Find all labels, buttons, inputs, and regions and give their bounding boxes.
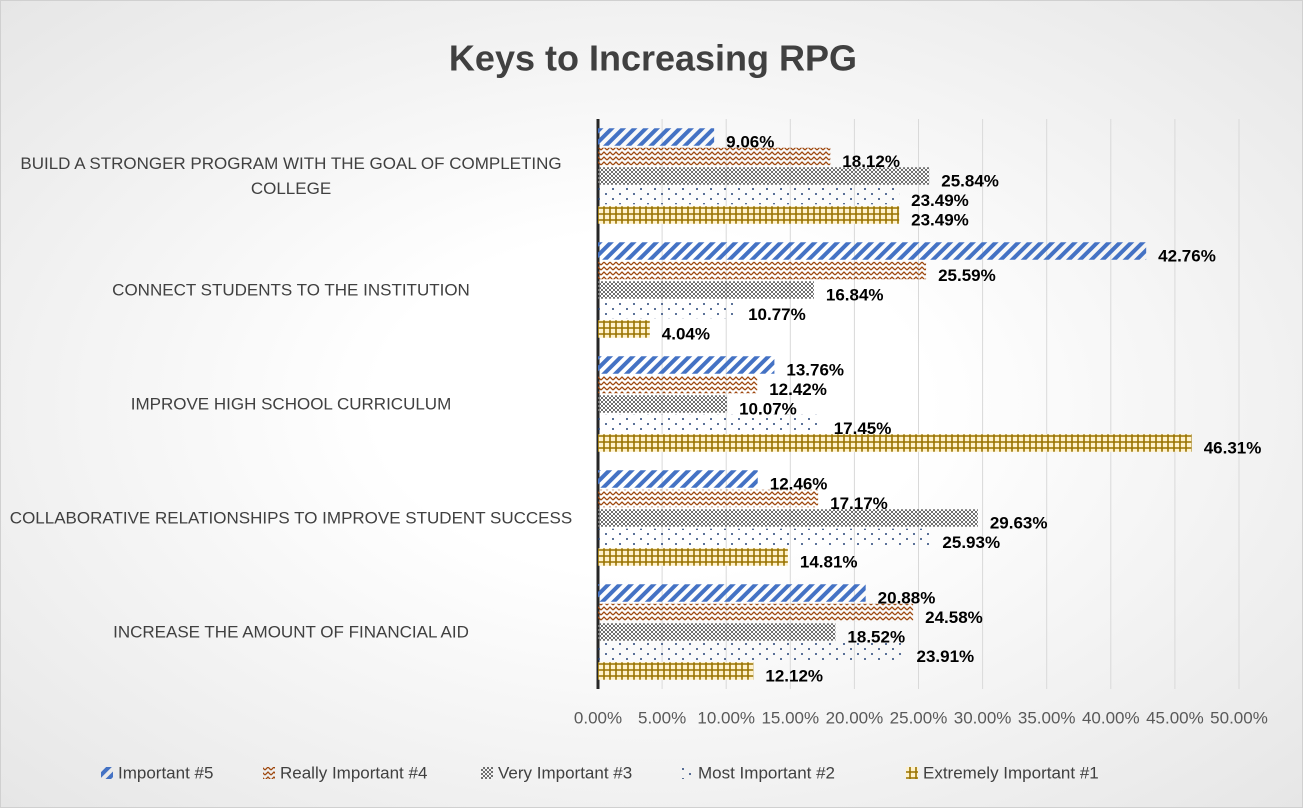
value-label: 17.45% (834, 419, 892, 438)
bar (598, 642, 905, 661)
value-label: 12.46% (770, 474, 828, 493)
bar (598, 623, 836, 641)
value-label: 13.76% (786, 360, 844, 379)
x-tick-label: 15.00% (761, 708, 819, 727)
legend-label: Extremely Important #1 (923, 763, 1099, 782)
bar (598, 603, 914, 622)
bar (598, 584, 866, 602)
x-tick-label: 5.00% (638, 708, 686, 727)
x-tick-label: 50.00% (1210, 708, 1268, 727)
bar (598, 662, 754, 680)
bar (598, 509, 978, 527)
value-label: 29.63% (990, 513, 1048, 532)
x-tick-label: 20.00% (826, 708, 884, 727)
x-tick-label: 45.00% (1146, 708, 1204, 727)
bar (598, 470, 758, 488)
value-label: 24.58% (925, 608, 983, 627)
bar (598, 320, 650, 338)
bar (598, 186, 900, 205)
bar (598, 147, 831, 166)
bar (598, 261, 927, 280)
value-label: 25.59% (938, 266, 996, 285)
legend-label: Most Important #2 (698, 763, 835, 782)
bar (598, 281, 814, 299)
value-label: 9.06% (726, 132, 774, 151)
value-label: 23.49% (911, 210, 969, 229)
x-tick-label: 35.00% (1018, 708, 1076, 727)
x-tick-label: 0.00% (574, 708, 622, 727)
value-label: 16.84% (826, 285, 884, 304)
value-label: 12.12% (765, 666, 823, 685)
value-label: 18.52% (847, 627, 905, 646)
value-label: 18.12% (842, 152, 900, 171)
bar (598, 528, 931, 547)
bar (598, 375, 758, 394)
chart-title: Keys to Increasing RPG (449, 38, 857, 79)
x-tick-label: 25.00% (890, 708, 948, 727)
value-label: 25.93% (942, 533, 1000, 552)
value-label: 23.91% (917, 647, 975, 666)
x-tick-label: 30.00% (954, 708, 1012, 727)
bar (598, 489, 819, 508)
legend-swatch (101, 767, 113, 779)
legend-swatch (906, 767, 918, 779)
value-label: 46.31% (1204, 438, 1262, 457)
legend-swatch (263, 767, 275, 779)
value-label: 17.17% (830, 494, 888, 513)
y-tick-label: CONNECT STUDENTS TO THE INSTITUTION (112, 280, 470, 300)
value-label: 23.49% (911, 191, 969, 210)
value-label: 12.42% (769, 380, 827, 399)
legend-label: Important #5 (118, 763, 213, 782)
bar (598, 242, 1147, 260)
legend-swatch (681, 767, 693, 779)
y-tick-label: BUILD A STRONGER PROGRAM WITH THE GOAL O… (20, 154, 562, 198)
bar (598, 356, 775, 374)
bar (598, 395, 728, 413)
bar (598, 167, 930, 185)
bar (598, 206, 900, 224)
value-label: 25.84% (941, 171, 999, 190)
legend-label: Really Important #4 (280, 763, 427, 782)
x-tick-label: 40.00% (1082, 708, 1140, 727)
bar (598, 548, 788, 566)
bar (598, 128, 715, 146)
bar (598, 434, 1192, 452)
value-label: 20.88% (878, 588, 936, 607)
value-label: 4.04% (662, 324, 710, 343)
value-label: 10.77% (748, 305, 806, 324)
x-tick-label: 10.00% (697, 708, 755, 727)
legend-swatch (481, 767, 493, 779)
bar (598, 300, 737, 319)
value-label: 10.07% (739, 399, 797, 418)
bar (598, 414, 822, 433)
y-tick-label: INCREASE THE AMOUNT OF FINANCIAL AID (113, 622, 469, 642)
legend-label: Very Important #3 (498, 763, 632, 782)
value-label: 42.76% (1158, 246, 1216, 265)
y-tick-label: COLLABORATIVE RELATIONSHIPS TO IMPROVE S… (9, 508, 573, 528)
value-label: 14.81% (800, 552, 858, 571)
y-tick-label: IMPROVE HIGH SCHOOL CURRICULUM (130, 394, 452, 414)
